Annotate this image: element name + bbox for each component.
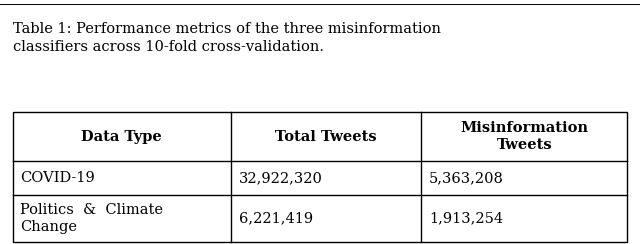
Text: 1,913,254: 1,913,254 xyxy=(429,211,503,225)
Text: Politics  &  Climate
Change: Politics & Climate Change xyxy=(20,203,163,234)
Text: Misinformation
Tweets: Misinformation Tweets xyxy=(460,122,588,152)
Text: 6,221,419: 6,221,419 xyxy=(239,211,313,225)
Text: COVID-19: COVID-19 xyxy=(20,171,95,185)
Text: Total Tweets: Total Tweets xyxy=(275,130,377,144)
Text: Table 1: Performance metrics of the three misinformation
classifiers across 10-f: Table 1: Performance metrics of the thre… xyxy=(13,22,441,54)
Bar xyxy=(13,112,627,242)
Text: 32,922,320: 32,922,320 xyxy=(239,171,323,185)
Text: Data Type: Data Type xyxy=(81,130,162,144)
Text: 5,363,208: 5,363,208 xyxy=(429,171,504,185)
